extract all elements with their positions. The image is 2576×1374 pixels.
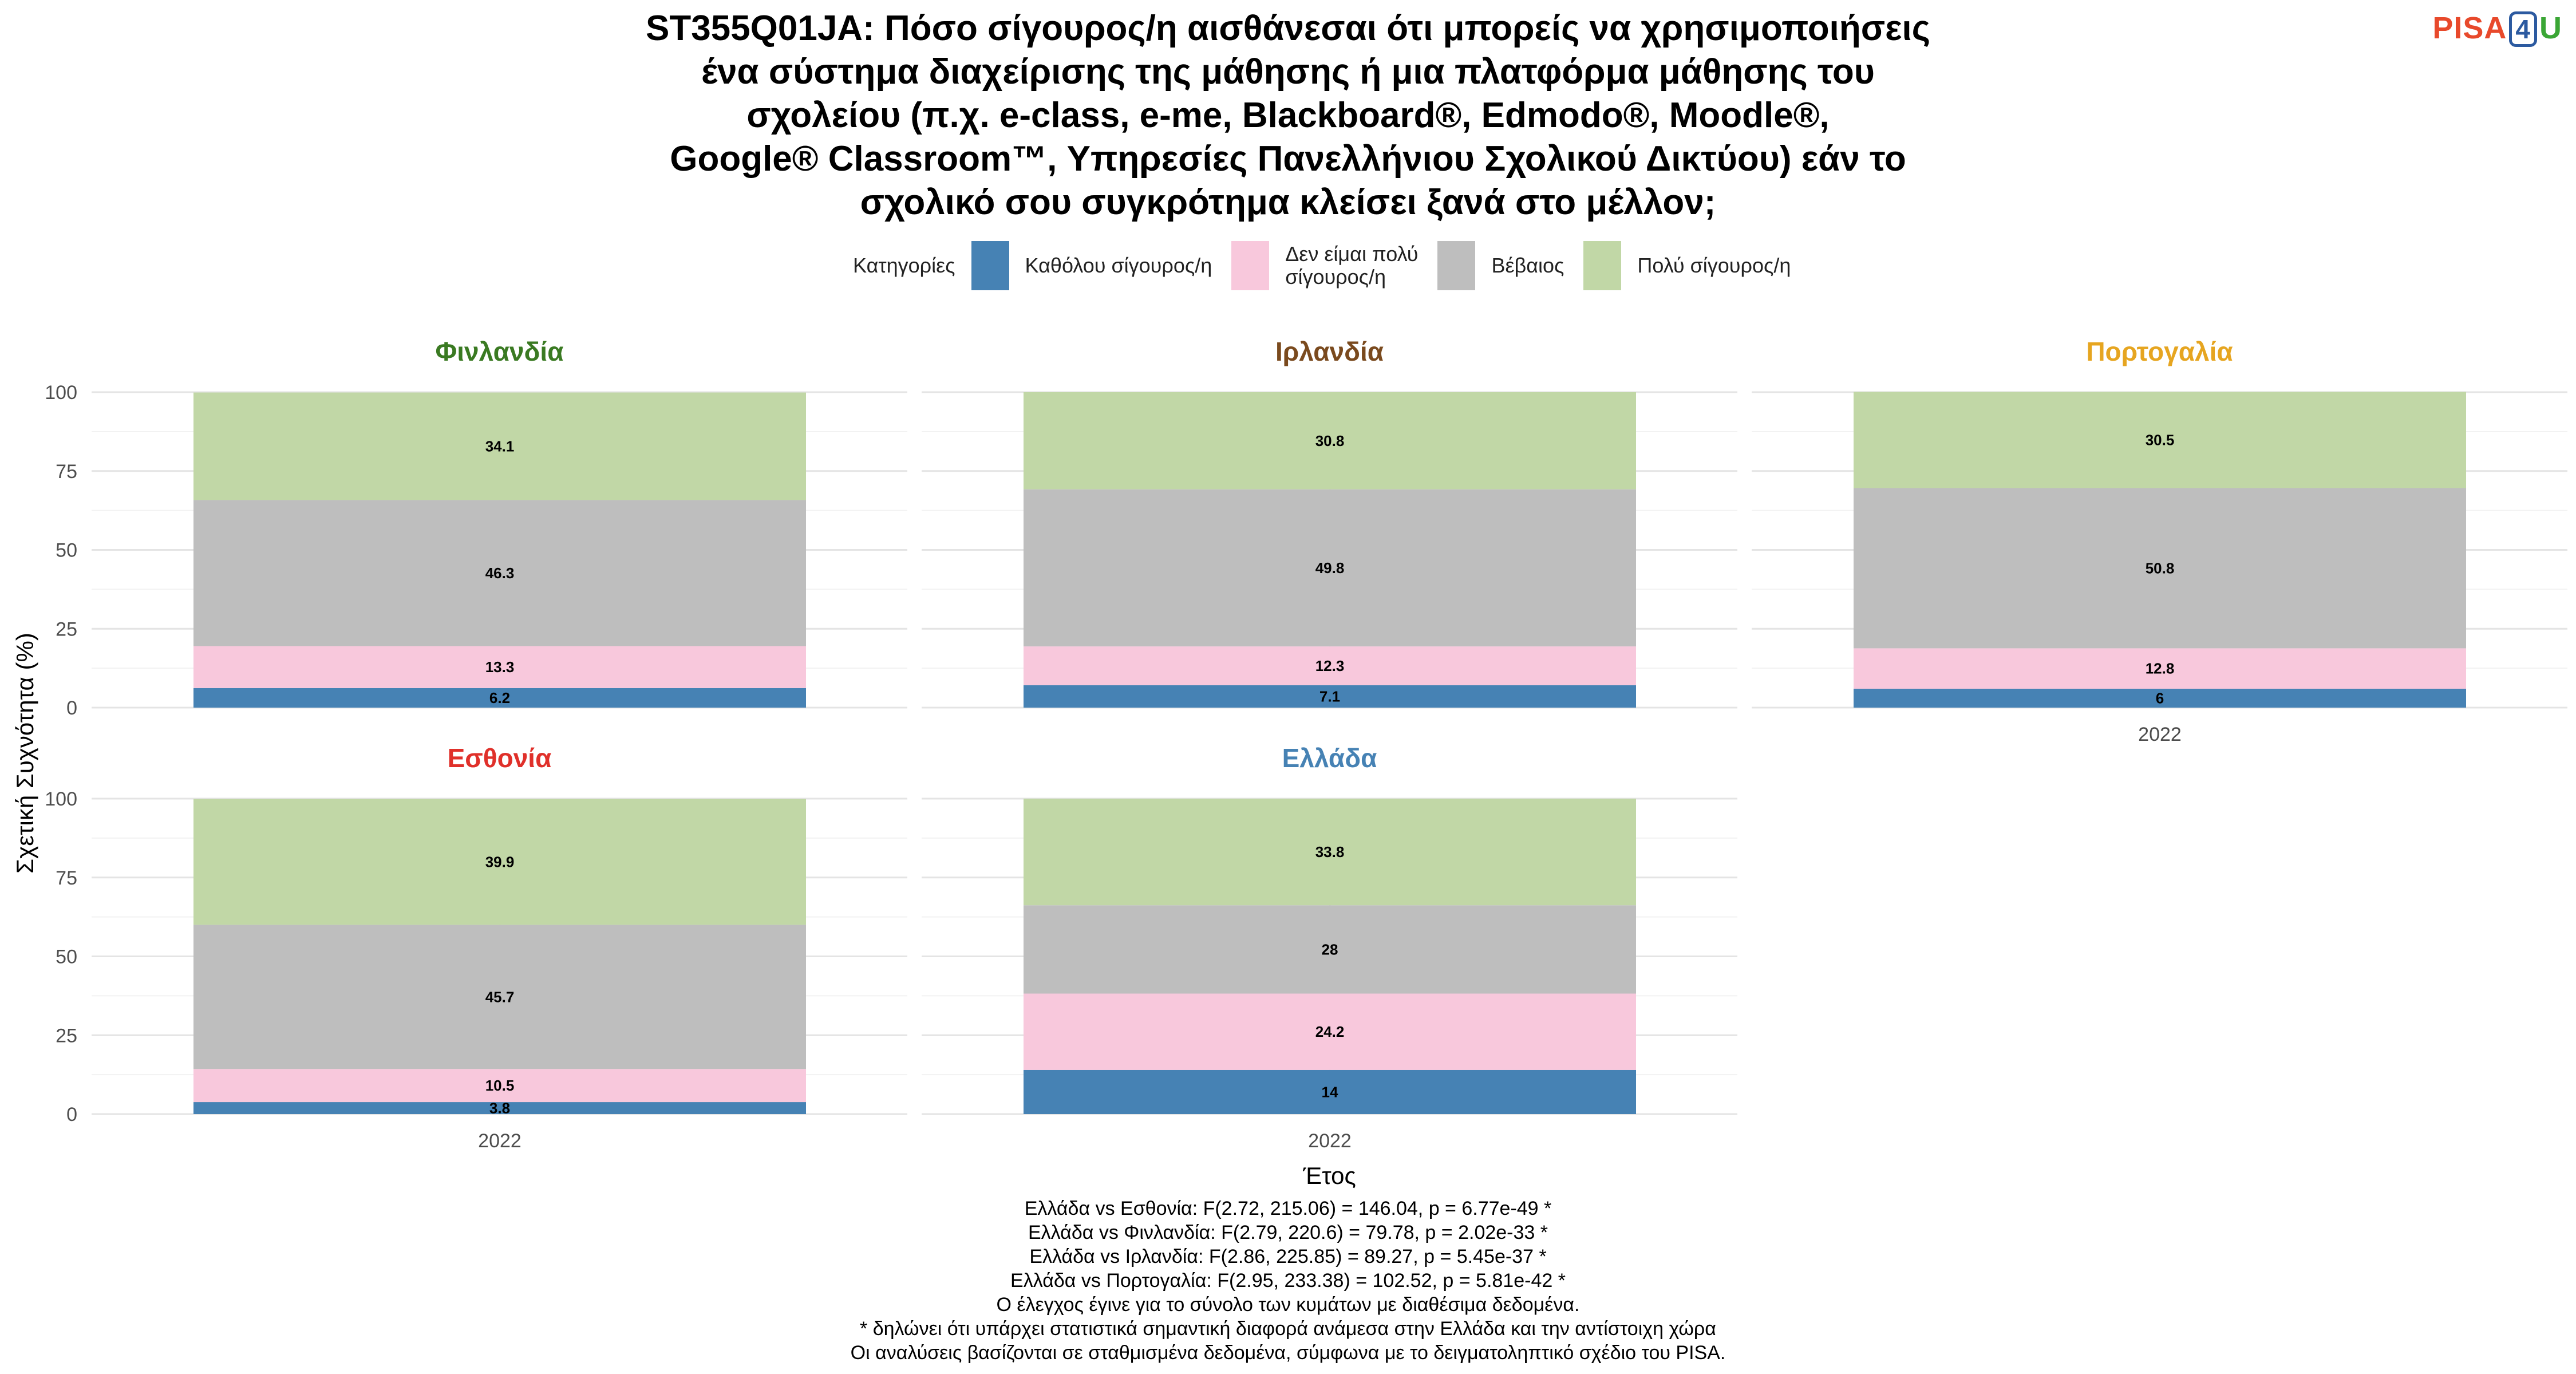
pisa4u-logo: PISA 4 U	[2432, 8, 2562, 49]
legend-item: Πολύ σίγουρος/η	[1583, 241, 1791, 290]
bar-segment	[1854, 648, 2466, 689]
data-label: 34.1	[485, 437, 515, 455]
y-tick-label: 50	[56, 540, 77, 562]
legend-item: Καθόλου σίγουρος/η	[971, 241, 1212, 290]
footnote-line: Οι αναλύσεις βασίζονται σε σταθμισμένα δ…	[850, 1342, 1726, 1364]
bar-segment	[1024, 993, 1636, 1070]
bar-segment	[1024, 685, 1636, 708]
logo-part: 4	[2509, 11, 2537, 47]
bar-segment	[193, 500, 806, 646]
bar-segment	[193, 799, 806, 925]
data-label: 46.3	[485, 564, 515, 582]
panel-title: Ελλάδα	[1282, 743, 1377, 773]
title-line: σχολικό σου συγκρότημα κλείσει ξανά στο …	[860, 183, 1716, 222]
logo-part: U	[2539, 11, 2562, 45]
legend-item: Δεν είμαι πολύ σίγουρος/η	[1231, 241, 1418, 290]
legend-swatch	[1583, 241, 1622, 290]
data-label: 39.9	[485, 853, 515, 870]
bar-segment	[193, 392, 806, 500]
legend-swatch	[1437, 241, 1476, 290]
bar-segment	[193, 646, 806, 688]
data-label: 13.3	[485, 658, 515, 676]
title-line: σχολείου (π.χ. e-class, e-me, Blackboard…	[746, 96, 1830, 135]
y-tick-label: 75	[56, 867, 77, 889]
legend-item: Βέβαιος	[1437, 241, 1564, 290]
data-label: 30.5	[2146, 431, 2175, 448]
data-label: 45.7	[485, 988, 515, 1005]
y-tick-label: 100	[45, 788, 77, 810]
x-axis-title: Έτος	[1302, 1162, 1356, 1189]
title-line: Google® Classroom™, Υπηρεσίες Πανελλήνιο…	[670, 139, 1906, 179]
x-tick-label: 2022	[1308, 1130, 1352, 1152]
panel-title: Ιρλανδία	[1275, 337, 1384, 366]
data-label: 33.8	[1315, 843, 1345, 860]
bar-segment	[1024, 905, 1636, 994]
footnote-line: Ελλάδα vs Πορτογαλία: F(2.95, 233.38) = …	[1010, 1270, 1566, 1292]
data-label: 50.8	[2146, 559, 2175, 577]
bar-segment	[1854, 688, 2466, 708]
data-label: 12.3	[1315, 657, 1345, 674]
data-label: 10.5	[485, 1077, 515, 1094]
y-tick-label: 0	[66, 697, 77, 719]
footnote-line: * δηλώνει ότι υπάρχει στατιστικά σημαντι…	[860, 1318, 1716, 1340]
data-label: 12.8	[2146, 660, 2175, 677]
y-tick-label: 25	[56, 618, 77, 640]
bar-segment	[193, 1069, 806, 1103]
data-label: 49.8	[1315, 559, 1345, 577]
footnote-line: Ο έλεγχος έγινε για το σύνολο των κυμάτω…	[996, 1294, 1580, 1316]
bar-segment	[1024, 646, 1636, 685]
data-label: 7.1	[1319, 688, 1340, 705]
chart-title: ST355Q01JA: Πόσο σίγουρος/η αισθάνεσαι ό…	[0, 7, 2576, 224]
legend: Κατηγορίες Καθόλου σίγουρος/η Δεν είμαι …	[853, 239, 1810, 292]
legend-swatch	[971, 241, 1009, 290]
title-line: ST355Q01JA: Πόσο σίγουρος/η αισθάνεσαι ό…	[645, 9, 1931, 48]
data-label: 6.2	[489, 689, 510, 706]
bar-segment	[1024, 799, 1636, 906]
y-axis-title: Σχετική Συχνότητα (%)	[11, 633, 38, 874]
legend-title: Κατηγορίες	[853, 254, 955, 277]
footnote-line: Ελλάδα vs Εσθονία: F(2.72, 215.06) = 146…	[1024, 1198, 1552, 1219]
x-tick-label: 2022	[478, 1130, 521, 1152]
y-tick-label: 75	[56, 461, 77, 483]
y-tick-label: 100	[45, 382, 77, 404]
bar-segment	[193, 925, 806, 1069]
legend-label: Βέβαιος	[1491, 254, 1564, 277]
panel-title: Φινλανδία	[436, 337, 564, 366]
title-line: ένα σύστημα διαχείρισης της μάθησης ή μι…	[701, 52, 1875, 92]
panel-title: Εσθονία	[448, 743, 552, 773]
bar-segment	[193, 688, 806, 708]
footnote-line: Ελλάδα vs Ιρλανδία: F(2.86, 225.85) = 89…	[1029, 1246, 1547, 1268]
bar-segment	[1024, 1069, 1636, 1114]
legend-swatch	[1231, 241, 1270, 290]
legend-label: Δεν είμαι πολύ σίγουρος/η	[1285, 242, 1419, 289]
panel-title: Πορτογαλία	[2086, 337, 2233, 366]
legend-label: Πολύ σίγουρος/η	[1637, 254, 1791, 277]
bar-segment	[1854, 488, 2466, 649]
logo-part: PISA	[2432, 11, 2507, 45]
bar-segment	[193, 1102, 806, 1114]
data-label: 28	[1322, 941, 1338, 958]
data-label: 24.2	[1315, 1023, 1345, 1040]
bar-segment	[1024, 489, 1636, 647]
y-tick-label: 50	[56, 946, 77, 968]
y-tick-label: 25	[56, 1025, 77, 1047]
data-label: 3.8	[489, 1100, 510, 1117]
bar-segment	[1024, 392, 1636, 489]
footnotes: Ελλάδα vs Εσθονία: F(2.72, 215.06) = 146…	[0, 1197, 2576, 1365]
data-label: 14	[1322, 1083, 1338, 1100]
bar-segment	[1854, 392, 2466, 488]
legend-label: Καθόλου σίγουρος/η	[1025, 254, 1212, 277]
data-label: 6	[2156, 689, 2164, 706]
footnote-line: Ελλάδα vs Φινλανδία: F(2.79, 220.6) = 79…	[1028, 1222, 1548, 1243]
data-label: 30.8	[1315, 432, 1345, 449]
x-tick-label: 2022	[2138, 724, 2182, 745]
y-tick-label: 0	[66, 1104, 77, 1126]
